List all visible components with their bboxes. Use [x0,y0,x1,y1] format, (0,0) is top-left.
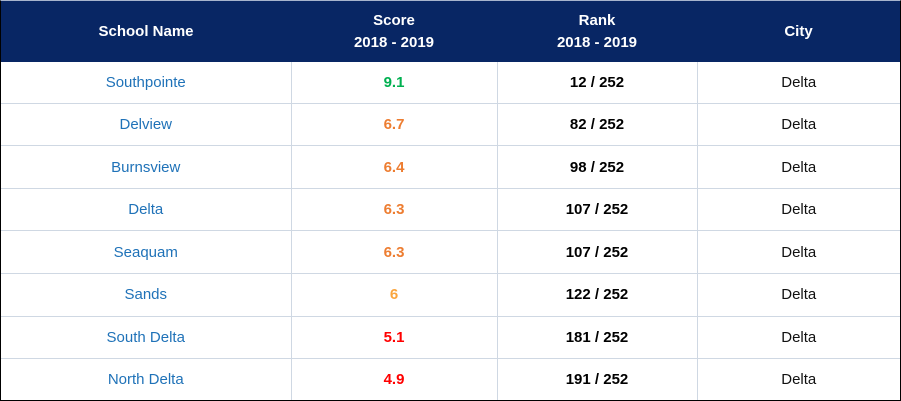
city-value: Delta [696,145,900,189]
column-header-school-name: School Name [1,1,291,62]
column-header-label: Rank [578,11,616,29]
table-row: Seaquam 6.3 107 / 252 Delta [1,230,900,274]
score-value: 6 [290,272,497,317]
city-value: Delta [696,315,900,359]
rank-value: 98 / 252 [496,145,697,189]
rank-value: 122 / 252 [496,272,697,317]
city-value: Delta [696,358,900,400]
school-name-link[interactable]: South Delta [1,315,291,359]
rank-value: 82 / 252 [496,102,697,146]
column-header-city: City [697,1,900,62]
table-row: North Delta 4.9 191 / 252 Delta [1,358,900,400]
column-header-label: Score [373,11,415,29]
score-value: 5.1 [290,315,497,359]
rank-value: 181 / 252 [496,315,697,359]
school-name-link[interactable]: Seaquam [1,230,291,274]
table-row: Burnsview 6.4 98 / 252 Delta [1,145,900,189]
score-value: 4.9 [290,358,497,400]
table-header-row: School Name Score 2018 - 2019 Rank 2018 … [1,1,900,62]
score-value: 6.7 [290,102,497,146]
city-value: Delta [696,62,900,104]
rank-value: 107 / 252 [496,187,697,231]
column-header-sublabel: 2018 - 2019 [556,33,638,51]
table-row: South Delta 5.1 181 / 252 Delta [1,315,900,359]
school-name-link[interactable]: North Delta [1,358,291,400]
school-name-link[interactable]: Delta [1,187,291,231]
city-value: Delta [696,187,900,231]
school-name-link[interactable]: Burnsview [1,145,291,189]
column-header-rank: Rank 2018 - 2019 [497,1,697,62]
table-row: Sands 6 122 / 252 Delta [1,272,900,317]
rank-value: 107 / 252 [496,230,697,274]
school-name-link[interactable]: Sands [1,272,291,317]
rank-value: 12 / 252 [496,62,697,104]
city-value: Delta [696,102,900,146]
column-header-score: Score 2018 - 2019 [291,1,497,62]
table-row: Delta 6.3 107 / 252 Delta [1,187,900,231]
city-value: Delta [696,230,900,274]
city-value: Delta [696,272,900,317]
score-value: 6.4 [290,145,497,189]
score-value: 6.3 [290,230,497,274]
score-value: 9.1 [290,62,497,104]
rank-value: 191 / 252 [496,358,697,400]
column-header-sublabel: 2018 - 2019 [353,33,435,51]
school-name-link[interactable]: Southpointe [1,62,291,104]
column-header-label: School Name [98,22,194,40]
column-header-label: City [784,22,813,40]
score-value: 6.3 [290,187,497,231]
table-row: Delview 6.7 82 / 252 Delta [1,102,900,146]
school-name-link[interactable]: Delview [1,102,291,146]
table-row: Southpointe 9.1 12 / 252 Delta [1,62,900,104]
